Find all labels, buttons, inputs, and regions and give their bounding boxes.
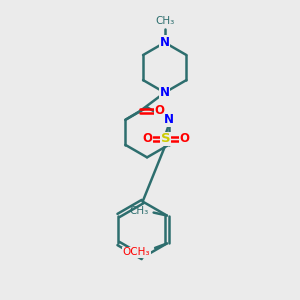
Text: O: O <box>142 133 152 146</box>
Text: O: O <box>154 104 164 118</box>
Text: CH₃: CH₃ <box>155 16 174 26</box>
Text: O: O <box>179 133 189 146</box>
Text: OCH₃: OCH₃ <box>123 247 150 257</box>
Text: O: O <box>141 246 151 259</box>
Text: N: N <box>160 86 170 99</box>
Text: S: S <box>161 133 171 146</box>
Text: N: N <box>164 113 174 126</box>
Text: N: N <box>160 36 170 49</box>
Text: CH₃: CH₃ <box>129 206 148 216</box>
